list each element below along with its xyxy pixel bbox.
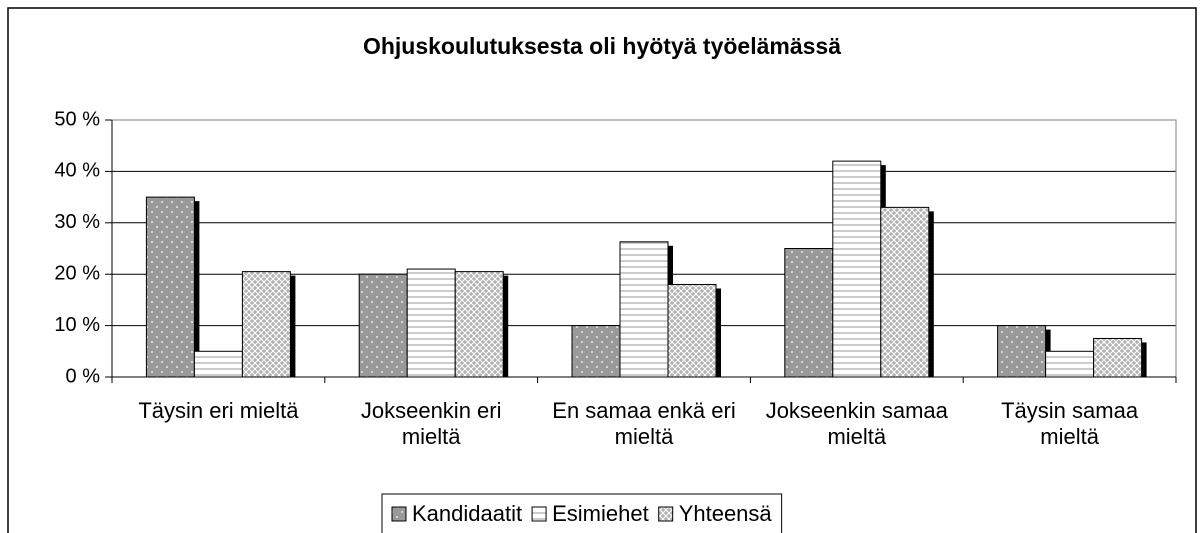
bar-shadow	[1141, 342, 1147, 377]
bar	[997, 325, 1047, 378]
bar	[1093, 337, 1143, 378]
bar	[667, 283, 717, 378]
y-tick-label: 20 %	[54, 262, 100, 284]
chart-frame	[7, 7, 1197, 533]
x-tick-label: Jokseenkin eri mieltä	[360, 398, 502, 449]
y-tick-label: 10 %	[54, 314, 100, 336]
legend-swatch	[531, 506, 547, 522]
y-tick-label: 0 %	[66, 365, 101, 387]
legend-swatch	[658, 506, 674, 522]
bar	[241, 271, 291, 378]
x-tick-label: Täysin eri mieltä	[138, 398, 299, 423]
legend-box	[381, 493, 783, 533]
chart-title: Ohjuskoulutuksesta oli hyötyä työelämäss…	[363, 33, 841, 59]
x-tick-label: Täysin samaa mieltä	[1001, 398, 1139, 449]
bar	[784, 248, 834, 378]
bar	[571, 325, 621, 378]
bar-shadow	[716, 288, 721, 377]
bar-shadow	[290, 275, 296, 377]
legend-label: Yhteensä	[679, 501, 773, 526]
y-tick-label: 30 %	[54, 211, 100, 233]
bar	[832, 160, 882, 378]
bar	[193, 350, 243, 378]
y-tick-label: 50 %	[54, 108, 100, 130]
bar-shadow	[194, 201, 200, 377]
legend-swatch	[391, 506, 407, 522]
x-tick-label: En samaa enkä eri mieltä	[552, 398, 736, 449]
bar	[145, 196, 195, 378]
legend-label: Esimiehet	[552, 501, 649, 526]
bar	[880, 206, 930, 378]
x-tick-label: Jokseenkin samaa mieltä	[765, 398, 948, 449]
y-tick-label: 40 %	[54, 160, 100, 182]
legend-label: Kandidaatit	[412, 501, 522, 526]
bar	[454, 271, 504, 378]
legend: Kandidaatit Esimiehet Yhteensä	[381, 493, 783, 533]
bar	[406, 268, 456, 378]
bar	[358, 273, 408, 378]
bar	[619, 241, 669, 378]
bar-shadow	[503, 275, 509, 377]
bar	[1045, 350, 1095, 378]
bar-shadow	[928, 211, 934, 377]
